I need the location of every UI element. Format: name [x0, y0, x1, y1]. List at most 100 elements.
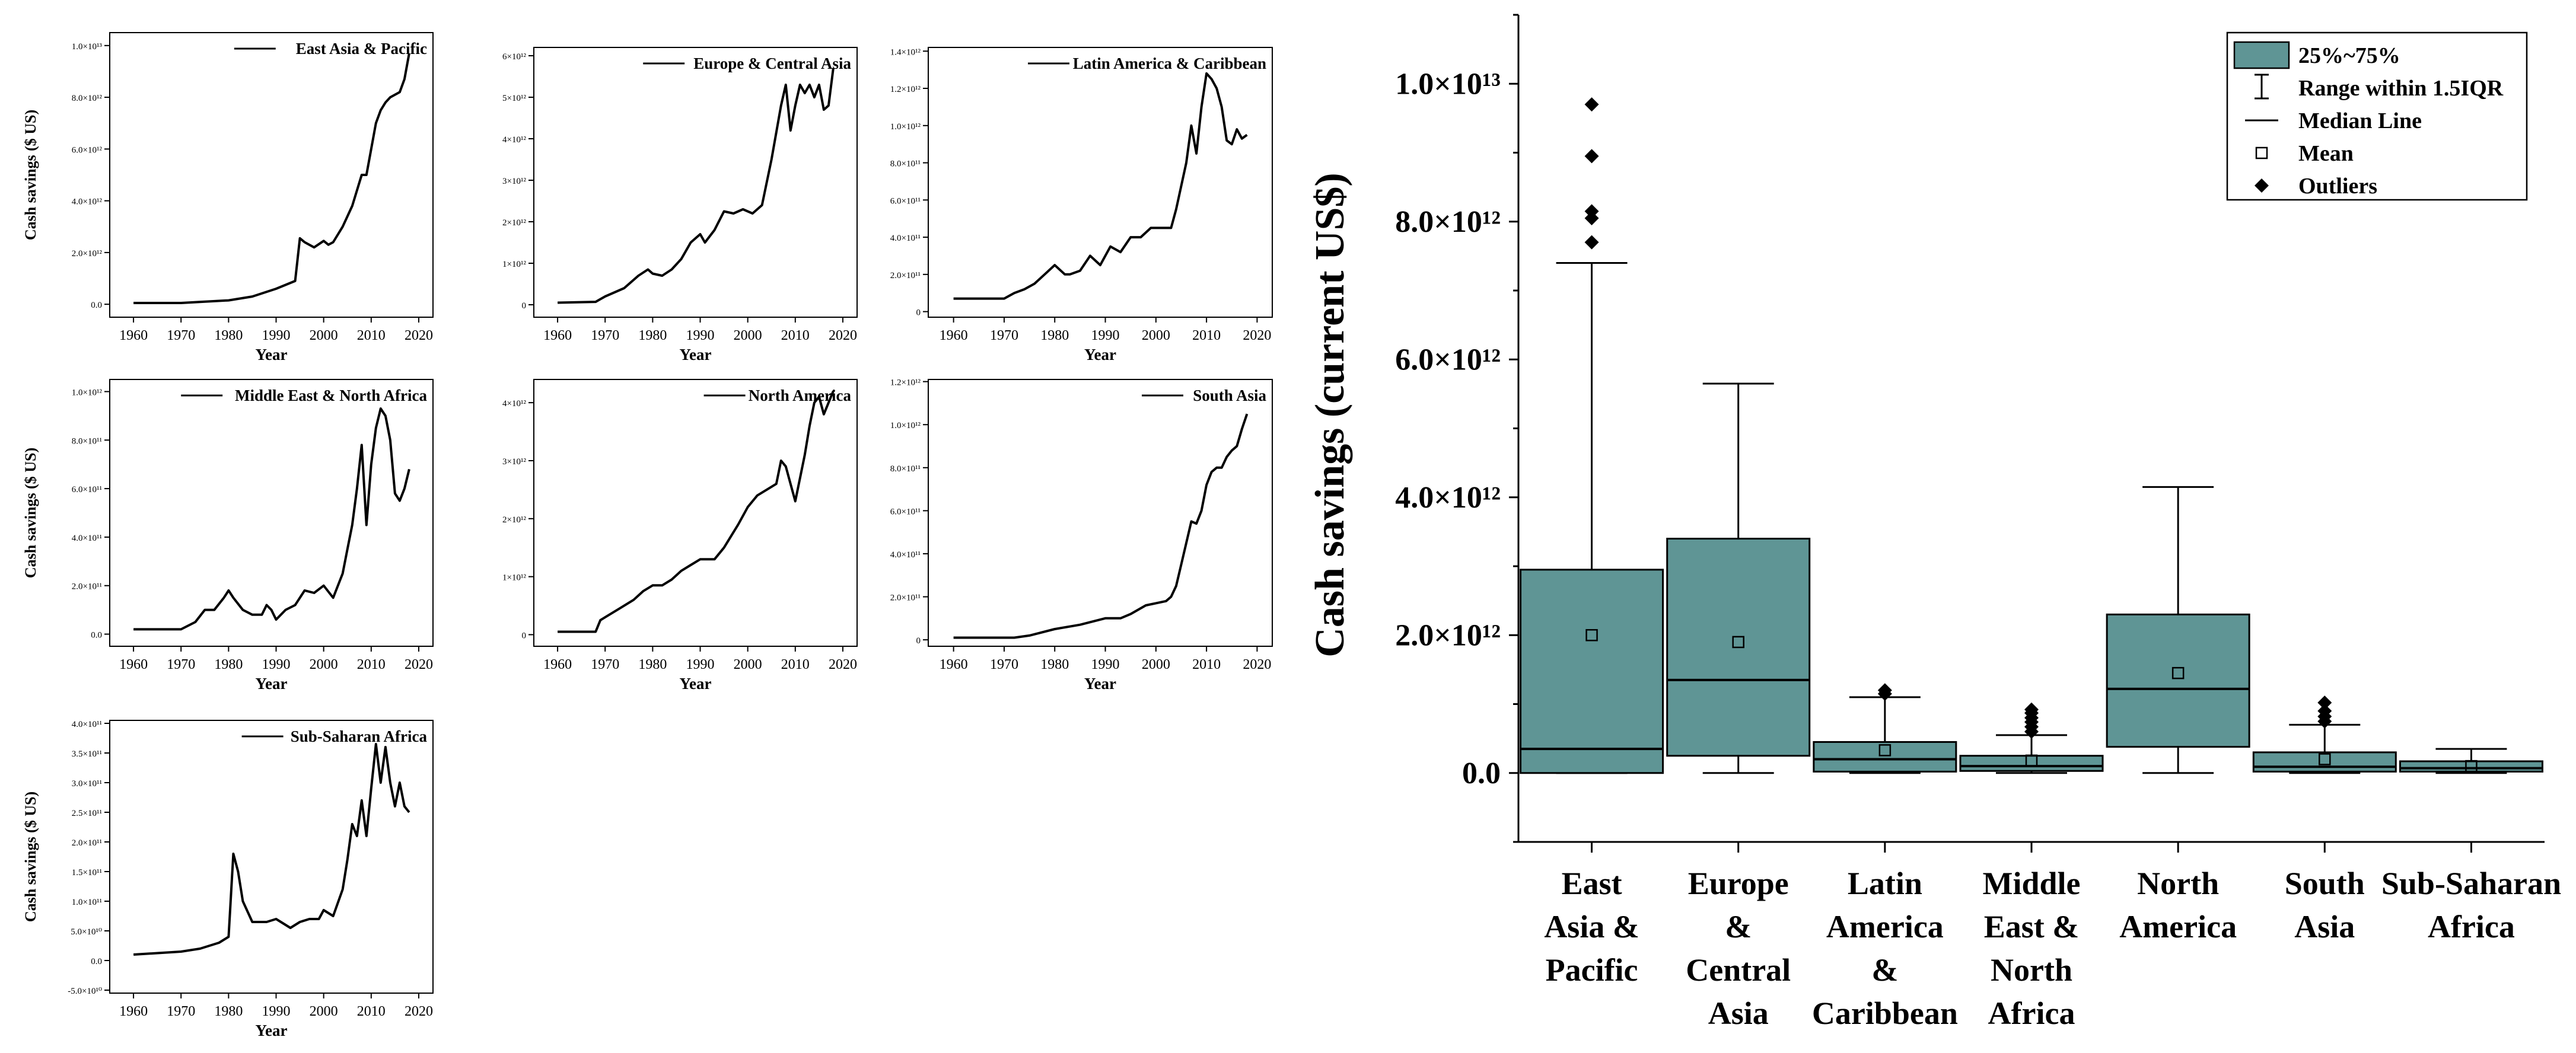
y-tick-label: 4.0×10¹¹ — [72, 720, 102, 729]
legend-label: Middle East & North Africa — [235, 387, 427, 404]
x-tick-label: 1980 — [638, 328, 667, 343]
y-tick-label: 6.0×10¹¹ — [890, 196, 921, 206]
series-line — [133, 53, 410, 304]
series-line — [953, 72, 1248, 300]
legend-label: Median Line — [2298, 109, 2422, 133]
y-tick-label: 6.0×10¹² — [72, 145, 103, 155]
series-line — [953, 413, 1249, 639]
x-tick-label: 1970 — [167, 1004, 195, 1019]
box-group-2: Europe & Central Asia — [1666, 382, 1811, 1031]
y-tick-label: 1.2×10¹² — [890, 378, 921, 388]
x-axis-label: Year — [680, 346, 712, 363]
iqr-box — [1520, 569, 1664, 774]
plot-frame — [109, 379, 434, 647]
x-tick-label: 2000 — [310, 328, 338, 343]
mean-marker — [2025, 754, 2038, 767]
y-tick-label: 5.0×10¹⁰ — [71, 927, 102, 937]
x-category-label: Middle — [1982, 866, 2080, 901]
iqr-box — [2106, 613, 2250, 748]
y-tick-label: 8.0×10¹¹ — [890, 159, 921, 169]
y-tick-label: 8.0×10¹² — [1395, 205, 1501, 239]
y-tick-label: 2.0×10¹¹ — [890, 271, 921, 280]
x-tick-label: 1960 — [543, 328, 572, 343]
y-tick-label: 1.4×10¹² — [890, 47, 921, 57]
x-category-label: Central — [1686, 952, 1791, 988]
x-tick-label: 2000 — [734, 657, 762, 672]
y-tick-label: 1.0×10¹¹ — [72, 898, 102, 907]
y-tick-label: 8.0×10¹¹ — [890, 464, 921, 474]
y-tick-label: 0.0 — [1462, 757, 1501, 790]
y-tick-label: 1×10¹² — [502, 573, 526, 583]
x-tick-label: 1990 — [686, 328, 715, 343]
x-tick-label: 2000 — [310, 657, 338, 672]
line-chart-5: 1960 1970 1980 1990 2000 2010 2020 0 1×10¹² 2×10¹… — [502, 379, 858, 693]
boxplot-legend: 25%~75% Range within 1.5IQR Median Line Mea… — [2226, 31, 2528, 201]
legend-label: 25%~75% — [2298, 43, 2400, 68]
outlier-marker — [1584, 235, 1599, 250]
x-category-label: East & — [1984, 909, 2080, 944]
legend-swatch-box — [2233, 41, 2290, 69]
x-axis-label: Year — [1084, 675, 1116, 693]
line-chart-1: 1960 1970 1980 1990 2000 2010 2020 0.0 2.0×10¹² 4… — [22, 32, 434, 363]
y-tick-label: 4.0×10¹¹ — [890, 234, 921, 243]
x-tick-label: 1990 — [1091, 328, 1120, 343]
x-tick-label: 1980 — [1040, 657, 1069, 672]
y-tick-label: 3×10¹² — [502, 177, 526, 186]
y-axis-label: Cash savings ($ US) — [22, 110, 39, 240]
plot-frame — [109, 720, 434, 994]
legend-label: East Asia & Pacific — [296, 40, 427, 58]
y-tick-label: 3.5×10¹¹ — [72, 749, 102, 759]
legend-swatch-mean — [2255, 146, 2268, 159]
boxplot-panel: 0.0 2.0×10¹² 4.0×10¹² 6.0×10¹² 8.0×10¹² 1.0×1… — [1307, 14, 2561, 1031]
outlier-marker — [1584, 97, 1599, 112]
y-tick-label: 1.0×10¹³ — [1395, 67, 1501, 101]
legend-label: Mean — [2298, 141, 2354, 166]
legend-label: Sub-Saharan Africa — [291, 727, 428, 745]
y-tick-label: 1.2×10¹² — [890, 85, 921, 94]
x-tick-label: 2010 — [1192, 657, 1221, 672]
x-category-label: Africa — [2428, 909, 2515, 944]
y-tick-label: 4.0×10¹¹ — [890, 550, 921, 560]
y-axis-label: Cash savings ($ US) — [22, 448, 39, 578]
outlier-marker — [2024, 702, 2039, 717]
y-tick-label: 4.0×10¹² — [1395, 481, 1501, 515]
x-tick-label: 2000 — [1142, 328, 1170, 343]
x-category-label: Sub-Saharan — [2381, 866, 2561, 901]
y-tick-label: 2.0×10¹¹ — [72, 838, 102, 848]
x-category-label: South — [2285, 866, 2365, 901]
y-axis-label: Cash savings ($ US) — [22, 792, 39, 922]
x-category-label: North — [1991, 952, 2072, 988]
box-group-6: South Asia — [2252, 695, 2397, 944]
x-tick-label: 1960 — [543, 657, 572, 672]
x-tick-label: 1990 — [1091, 657, 1120, 672]
series-line — [133, 407, 410, 631]
box-group-4: Middle East & North Africa — [1959, 702, 2104, 1031]
box-group-5: North America — [2106, 486, 2250, 944]
x-axis-label: Year — [256, 1022, 288, 1039]
x-tick-label: 2010 — [781, 657, 810, 672]
y-tick-label: 4.0×10¹¹ — [72, 534, 102, 543]
y-tick-label: 1×10¹² — [502, 260, 526, 269]
y-tick-label: 2.0×10¹¹ — [72, 582, 102, 592]
mean-marker — [1878, 744, 1892, 757]
y-tick-label: 3.0×10¹¹ — [72, 779, 102, 789]
y-tick-label: 6.0×10¹¹ — [72, 485, 102, 494]
x-axis-label: Year — [680, 675, 712, 693]
x-tick-label: 2020 — [405, 1004, 433, 1019]
y-tick-label: 8.0×10¹² — [72, 94, 103, 103]
mean-marker — [1732, 636, 1744, 649]
line-chart-3: 1960 1970 1980 1990 2000 2010 2020 0 2.0×10¹¹ 4.0… — [890, 47, 1273, 363]
y-tick-label: 0.0 — [91, 957, 102, 966]
outlier-marker — [1584, 204, 1599, 219]
x-tick-label: 1970 — [591, 328, 619, 343]
x-tick-label: 1960 — [940, 328, 968, 343]
x-tick-label: 2000 — [734, 328, 762, 343]
legend-label: Latin America & Caribbean — [1073, 55, 1266, 72]
iqr-box — [2399, 760, 2543, 773]
line-chart-6: 1960 1970 1980 1990 2000 2010 2020 0 2.0×10¹¹ 4.0… — [890, 378, 1273, 693]
x-tick-label: 2010 — [357, 1004, 386, 1019]
line-chart-2: 1960 1970 1980 1990 2000 2010 2020 0 1×10¹² 2×10¹… — [502, 47, 858, 363]
y-tick-label: -5.0×10¹⁰ — [68, 987, 102, 996]
y-tick-label: 0.0 — [91, 631, 102, 640]
